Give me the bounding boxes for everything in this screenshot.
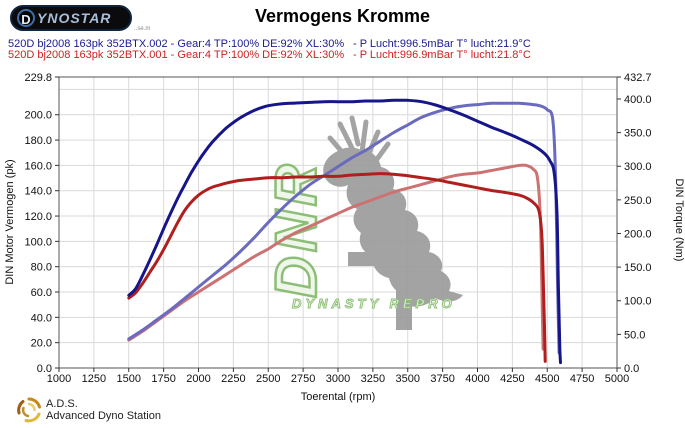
left-tick-label: 160.0 [24, 160, 52, 172]
legend-run-002-ambient: - P Lucht:996.5mBar T° lucht:21.9°C [353, 38, 531, 50]
x-tick-label: 3250 [361, 373, 385, 385]
left-tick-label: 200.0 [24, 110, 52, 122]
x-tick-label: 4250 [500, 373, 524, 385]
x-tick-label: 3750 [430, 373, 454, 385]
x-tick-label: 3000 [326, 373, 350, 385]
x-axis-title: Toerental (rpm) [301, 391, 376, 403]
left-tick-label: 60.0 [31, 287, 52, 299]
x-tick-label: 2250 [221, 373, 245, 385]
left-tick-label: 40.0 [31, 312, 52, 324]
legend-run-001-ambient: - P Lucht:996.9mBar T° lucht:21.8°C [353, 49, 531, 61]
left-tick-label: 100.0 [24, 236, 52, 248]
watermark-letters: DNR [264, 160, 329, 298]
left-tick-label: 0.0 [37, 363, 52, 375]
dyno-chart: DNR DYNASTY REPRO 1000 1250 1500 1750 2000 22… [4, 72, 685, 403]
grid-lines [59, 77, 617, 368]
x-tick-label: 1750 [151, 373, 175, 385]
series-torque_run001 [127, 172, 547, 363]
legend-run-002: 520D bj2008 163pk 352BTX.002 - Gear:4 TP… [8, 38, 685, 50]
x-tick-label: 3500 [396, 373, 420, 385]
page-title: Vermogens Kromme [254, 6, 431, 26]
dnr-watermark: DNR DYNASTY REPRO [263, 115, 463, 330]
left-tick-label: 229.8 [24, 72, 52, 84]
x-tick-label: 2750 [291, 373, 315, 385]
right-tick-label: 50.0 [624, 329, 645, 341]
dynostar-d-icon: D [17, 9, 35, 27]
x-tick-label: 4000 [465, 373, 489, 385]
series-power_run001 [127, 163, 545, 351]
x-tick-label: 4750 [570, 373, 594, 385]
x-tick-label: 1000 [47, 373, 71, 385]
left-tick-label: 140.0 [24, 186, 52, 198]
left-tick-label: 180.0 [24, 135, 52, 147]
legend-run-001: 520D bj2008 163pk 352BTX.001 - Gear:4 TP… [8, 49, 685, 61]
left-tick-label: 120.0 [24, 211, 52, 223]
stag-body-icon [323, 147, 463, 307]
x-tick-label: 1250 [82, 373, 106, 385]
axes-frame: 1000 1250 1500 1750 2000 2250 2500 2750 3000 3250… [24, 72, 651, 385]
right-tick-label: 300.0 [624, 161, 652, 173]
dynostar-logo: D YNOSTAR [10, 5, 132, 31]
right-tick-label: 100.0 [624, 296, 652, 308]
bracket-icon [348, 252, 412, 330]
watermark-caption: DYNASTY REPRO [292, 296, 456, 311]
x-tick-label: 2000 [186, 373, 210, 385]
ads-abbr: A.D.S. [46, 398, 78, 410]
right-tick-label: 400.0 [624, 94, 652, 106]
series-power_run002 [127, 101, 561, 355]
series-torque_run002 [127, 98, 562, 365]
right-tick-label: 250.0 [624, 195, 652, 207]
right-tick-label: 150.0 [624, 262, 652, 274]
ads-swirl-icon [17, 397, 41, 423]
legend-run-001-spec: 520D bj2008 163pk 352BTX.001 - Gear:4 TP… [8, 49, 345, 61]
x-tick-label: 2500 [256, 373, 280, 385]
legend-run-002-spec: 520D bj2008 163pk 352BTX.002 - Gear:4 TP… [8, 38, 345, 50]
x-tick-label: 4500 [535, 373, 559, 385]
dyno-curves [127, 98, 562, 365]
left-axis-title: DIN Motor Vermogen (pk) [4, 159, 16, 284]
left-tick-label: 80.0 [31, 262, 52, 274]
logo-subtext: ..se.m [134, 26, 151, 32]
dynostar-logo-text: YNOSTAR [37, 10, 112, 26]
right-tick-label: 432.7 [624, 72, 652, 84]
x-tick-label: 5000 [605, 373, 629, 385]
x-tick-label: 1500 [117, 373, 141, 385]
right-tick-label: 350.0 [624, 128, 652, 140]
left-tick-label: 20.0 [31, 338, 52, 350]
ads-name: Advanced Dyno Station [46, 410, 161, 422]
right-tick-label: 200.0 [624, 228, 652, 240]
right-axis-title: DIN Torque (Nm) [673, 179, 685, 262]
right-tick-label: 0.0 [624, 363, 639, 375]
